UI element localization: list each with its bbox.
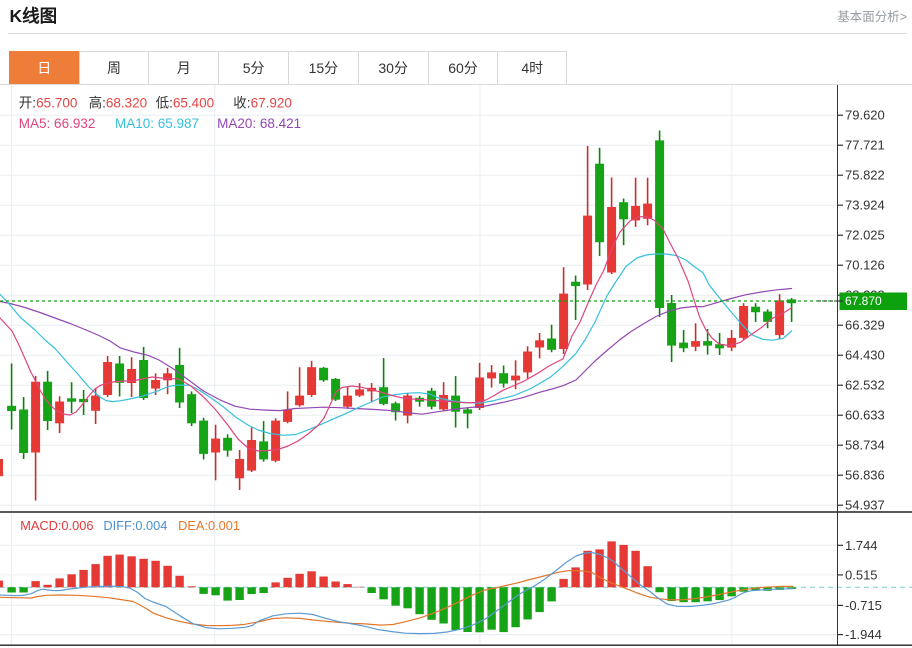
svg-text:75.822: 75.822 (845, 168, 885, 183)
svg-text:MACD:0.006: MACD:0.006 (20, 518, 93, 533)
svg-text:高:68.320: 高:68.320 (89, 95, 148, 111)
svg-text:-0.715: -0.715 (845, 598, 882, 613)
svg-text:54.937: 54.937 (845, 498, 885, 513)
svg-text:MA5: 66.932: MA5: 66.932 (19, 116, 96, 131)
svg-text:MA10: 65.987: MA10: 65.987 (115, 116, 199, 131)
svg-text:70.126: 70.126 (845, 258, 885, 273)
svg-text:DIFF:0.004: DIFF:0.004 (103, 518, 167, 533)
svg-text:低:65.400: 低:65.400 (156, 96, 215, 111)
svg-text:66.329: 66.329 (845, 318, 885, 333)
svg-text:62.532: 62.532 (845, 378, 885, 393)
svg-text:73.924: 73.924 (845, 198, 885, 213)
svg-text:0.515: 0.515 (845, 567, 878, 582)
svg-text:58.734: 58.734 (845, 438, 885, 453)
svg-text:1.744: 1.744 (845, 538, 878, 553)
svg-text:56.836: 56.836 (845, 468, 885, 483)
svg-text:DEA:0.001: DEA:0.001 (178, 518, 240, 533)
svg-text:收:67.920: 收:67.920 (233, 96, 292, 111)
svg-text:MA20: 68.421: MA20: 68.421 (217, 116, 301, 131)
svg-text:67.870: 67.870 (845, 294, 882, 308)
svg-text:64.430: 64.430 (845, 348, 885, 363)
svg-text:-1.944: -1.944 (845, 627, 882, 642)
svg-text:79.620: 79.620 (845, 108, 885, 123)
svg-text:开:65.700: 开:65.700 (19, 96, 78, 111)
svg-text:77.721: 77.721 (845, 138, 885, 153)
svg-text:72.025: 72.025 (845, 228, 885, 243)
svg-text:60.633: 60.633 (845, 408, 885, 423)
